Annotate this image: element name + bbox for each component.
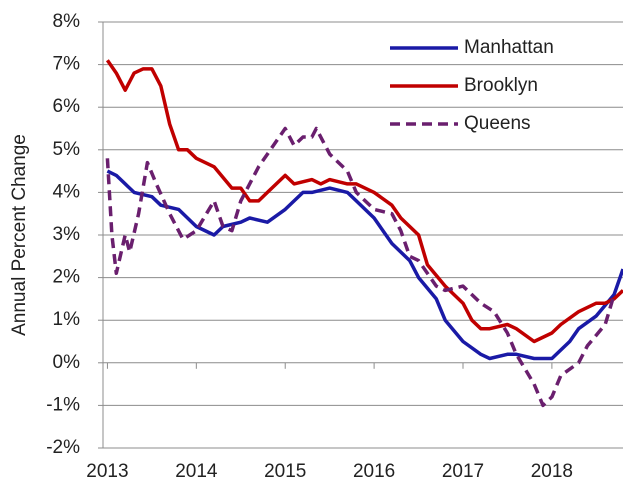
x-tick-label: 2015 <box>264 461 306 482</box>
legend-label: Brooklyn <box>464 75 538 96</box>
y-tick-label: 8% <box>53 11 81 32</box>
series-line <box>106 169 623 361</box>
x-tick-label: 2018 <box>531 461 573 482</box>
y-tick-label: -2% <box>46 437 80 458</box>
y-tick-label: -1% <box>46 394 80 415</box>
series-line <box>105 59 623 344</box>
y-tick-label: 1% <box>53 309 81 330</box>
y-tick-label: 3% <box>53 224 81 245</box>
legend-label: Manhattan <box>464 37 554 58</box>
y-tick-label: 6% <box>53 96 81 117</box>
x-tick-label: 2017 <box>442 461 484 482</box>
series-line <box>105 126 616 408</box>
y-tick-label: 2% <box>53 267 81 288</box>
y-tick-label: 7% <box>53 54 81 75</box>
x-tick-label: 2013 <box>86 461 128 482</box>
y-tick-label: 0% <box>53 352 81 373</box>
legend-label: Queens <box>464 113 531 134</box>
y-tick-label: 4% <box>53 181 81 202</box>
x-tick-label: 2014 <box>175 461 218 482</box>
y-axis-label: Annual Percent Change <box>9 134 30 336</box>
x-tick-label: 2016 <box>353 461 395 482</box>
y-tick-label: 5% <box>53 139 81 160</box>
